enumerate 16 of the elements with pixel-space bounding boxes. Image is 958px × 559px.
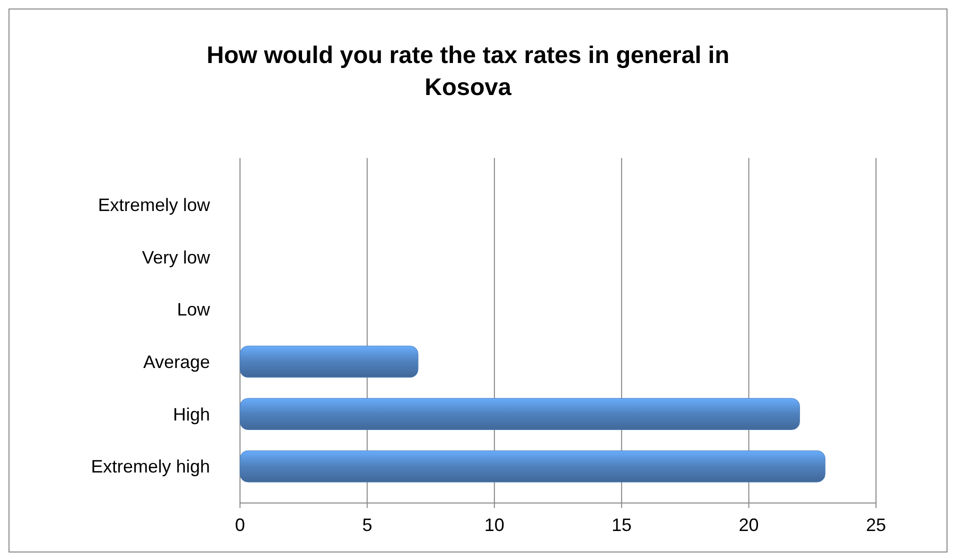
- y-tick-label: Average: [143, 352, 210, 372]
- bar: [240, 346, 418, 378]
- chart-title: How would you rate the tax rates in general in Kosova: [206, 42, 730, 101]
- x-tick-label: 10: [484, 515, 504, 535]
- x-tick-label: 25: [866, 515, 886, 535]
- bar: [240, 398, 800, 430]
- x-tick-label: 15: [612, 515, 632, 535]
- y-tick-label: Extremely high: [90, 456, 210, 477]
- x-tick-label: 20: [738, 515, 759, 535]
- x-tick-label: 0: [234, 515, 246, 535]
- y-tick-label: High: [172, 404, 210, 424]
- x-tick-label: 5: [362, 515, 372, 535]
- y-tick-label: Extremely low: [98, 194, 211, 215]
- bar: [240, 450, 826, 482]
- y-tick-label: Low: [176, 300, 211, 320]
- y-tick-label: Very low: [142, 247, 211, 268]
